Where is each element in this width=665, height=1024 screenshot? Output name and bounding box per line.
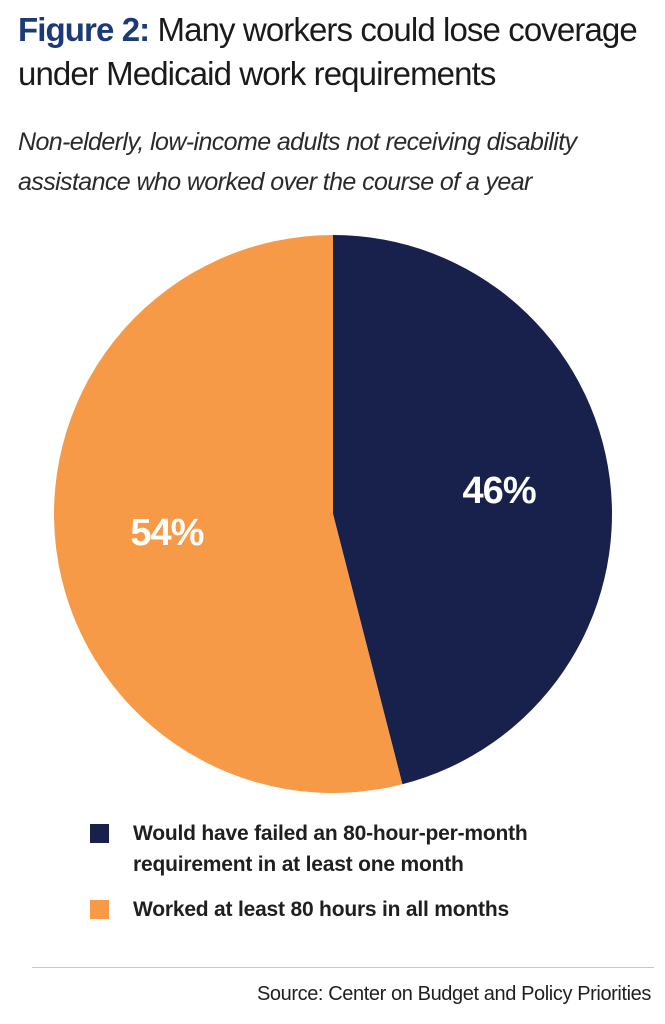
chart-subtitle: Non-elderly, low-income adults not recei… xyxy=(18,128,577,196)
legend-swatch-failed xyxy=(90,824,109,843)
legend-item-failed: Would have failed an 80-hour-per-month r… xyxy=(90,818,650,880)
legend-swatch-worked xyxy=(90,900,109,919)
footer-divider xyxy=(32,967,654,968)
figure-label: Figure 2: xyxy=(18,11,150,48)
legend-item-worked: Worked at least 80 hours in all months xyxy=(90,894,650,925)
legend-label-worked: Worked at least 80 hours in all months xyxy=(133,898,509,921)
pie-label-worked: 54% xyxy=(130,512,203,554)
chart-title: Figure 2: Many workers could lose covera… xyxy=(18,8,658,96)
source-note: Source: Center on Budget and Policy Prio… xyxy=(256,983,651,1005)
legend-label-failed: Would have failed an 80-hour-per-month r… xyxy=(133,822,528,876)
title-text: Many workers could lose coverage under M… xyxy=(18,11,638,92)
pie-label-failed: 46% xyxy=(463,470,536,512)
legend: Would have failed an 80-hour-per-month r… xyxy=(90,818,650,939)
pie-chart: 46% 54% xyxy=(53,235,612,793)
pie-slice-failed xyxy=(333,235,612,785)
pie-slice-worked xyxy=(53,235,403,793)
